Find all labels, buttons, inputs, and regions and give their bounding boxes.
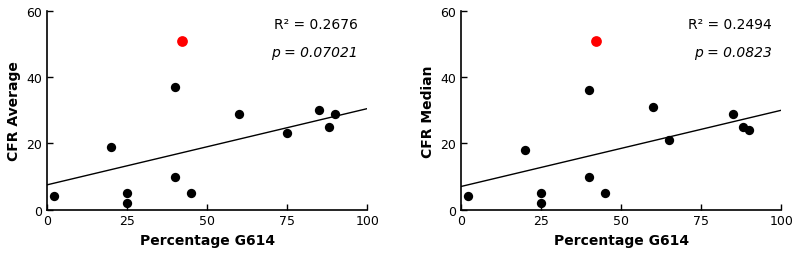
Point — [169, 86, 182, 90]
Point — [185, 191, 198, 195]
Point — [121, 191, 134, 195]
Point — [534, 201, 547, 205]
Text: R² = 0.2676: R² = 0.2676 — [274, 18, 358, 32]
Point — [47, 195, 60, 199]
Point — [461, 195, 474, 199]
Point — [329, 112, 342, 116]
Point — [281, 132, 294, 136]
Point — [121, 201, 134, 205]
Point — [233, 112, 246, 116]
Point — [742, 129, 755, 133]
Point — [175, 40, 188, 44]
Point — [322, 125, 335, 129]
Point — [105, 145, 118, 149]
Point — [169, 175, 182, 179]
Text: p = 0.07021: p = 0.07021 — [271, 45, 358, 59]
Text: R² = 0.2494: R² = 0.2494 — [688, 18, 771, 32]
Y-axis label: CFR Average: CFR Average — [7, 61, 21, 161]
Point — [313, 109, 326, 113]
Point — [736, 125, 749, 129]
Point — [726, 112, 739, 116]
Point — [534, 191, 547, 195]
Point — [518, 148, 531, 152]
Point — [582, 89, 595, 93]
Point — [582, 175, 595, 179]
Point — [646, 105, 659, 109]
Y-axis label: CFR Median: CFR Median — [421, 65, 435, 157]
Point — [589, 40, 602, 44]
X-axis label: Percentage G614: Percentage G614 — [554, 233, 689, 247]
Text: p = 0.0823: p = 0.0823 — [694, 45, 771, 59]
X-axis label: Percentage G614: Percentage G614 — [140, 233, 274, 247]
Point — [598, 191, 611, 195]
Point — [662, 138, 675, 142]
